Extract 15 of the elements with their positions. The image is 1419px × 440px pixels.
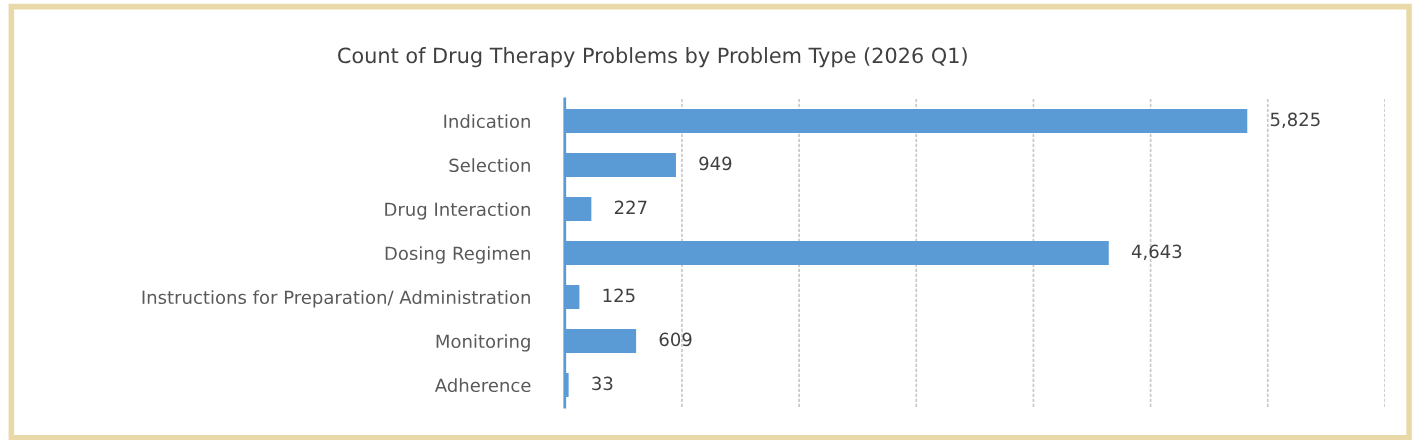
data-label: 949 — [699, 156, 732, 171]
data-label: 125 — [603, 288, 635, 303]
y-tick-label: Adherence — [434, 378, 531, 393]
data-label: 227 — [614, 200, 647, 214]
y-tick-label: Indication — [444, 114, 530, 129]
chart-title: Count of Drug Therapy Problems by Problem Type (2026 Q1) — [338, 47, 967, 68]
y-tick-label: Dosing Regimen — [385, 246, 530, 264]
data-label: 33 — [592, 376, 613, 391]
y-tick-label: Selection — [449, 158, 530, 173]
y-tick-label: Monitoring — [436, 334, 530, 352]
y-tick-label: Instructions for Preparation/ Administration — [142, 290, 530, 308]
data-label: 609 — [659, 332, 692, 347]
data-label: 4,643 — [1131, 244, 1182, 261]
y-tick-label: Drug Interaction — [385, 202, 530, 220]
data-label: 5,825 — [1270, 112, 1320, 129]
